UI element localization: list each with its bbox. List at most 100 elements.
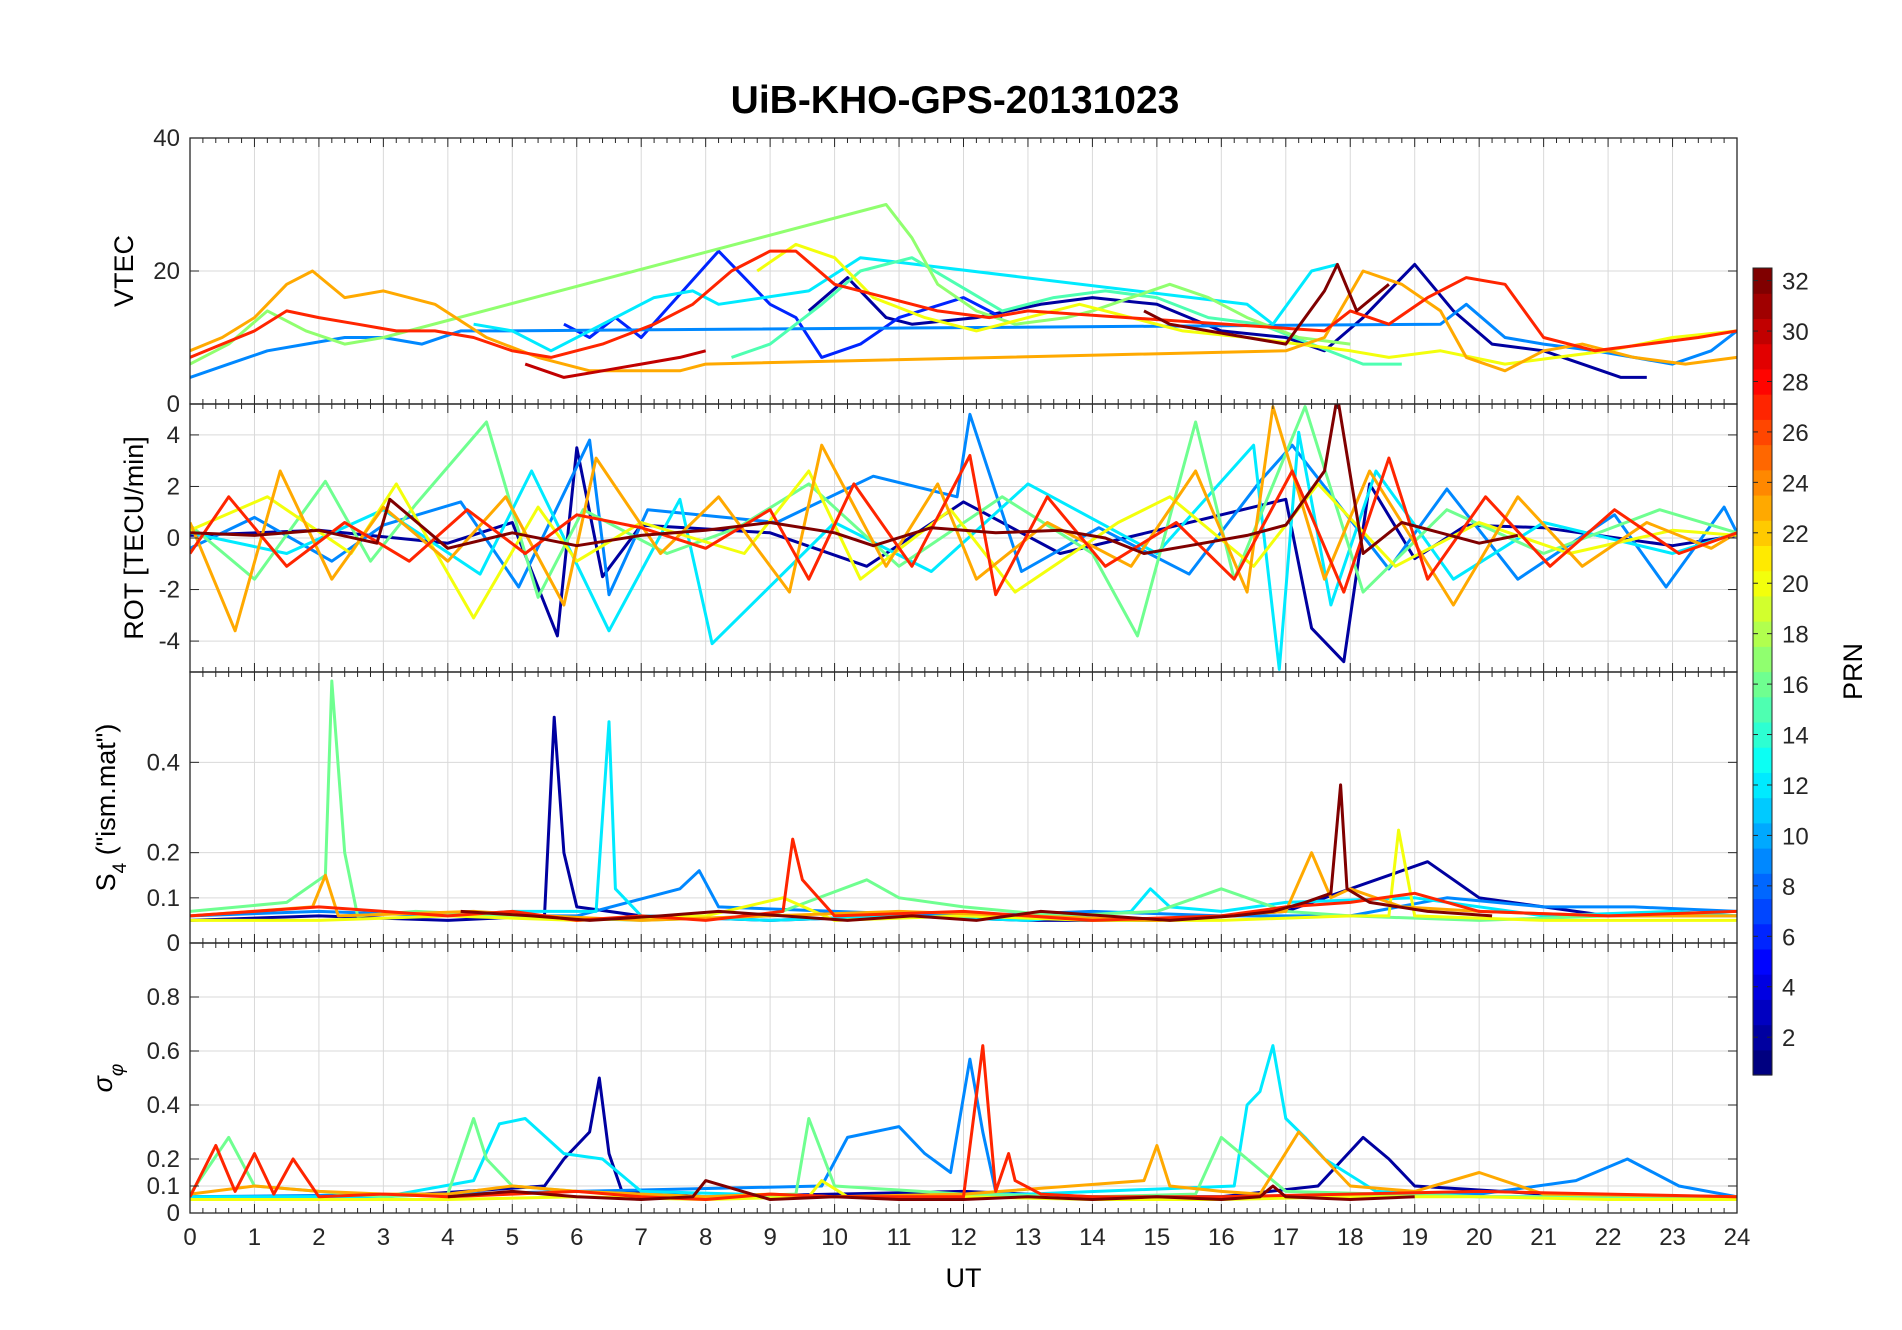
x-tick-label: 20 [1466, 1224, 1493, 1251]
colorbar-segment [1753, 545, 1772, 572]
x-tick-label: 23 [1659, 1224, 1686, 1251]
series-group [190, 1044, 1737, 1201]
colorbar-tick-label: 16 [1782, 672, 1809, 699]
x-tick-label: 12 [950, 1224, 977, 1251]
x-ticks [189, 404, 1738, 672]
colorbar-tick-label: 32 [1782, 269, 1809, 296]
colorbar-tick-label: 14 [1782, 723, 1809, 750]
x-tick-label: 2 [312, 1224, 325, 1251]
gridlines [190, 404, 1737, 672]
series-group [190, 404, 1737, 671]
series-prn-9 [190, 412, 1737, 597]
colorbar-segment [1753, 747, 1772, 773]
y-tick-label: 0.4 [147, 1092, 180, 1119]
colorbar-tick-label: 22 [1782, 521, 1809, 548]
y-tick-label: 4 [167, 422, 180, 449]
colorbar-segment [1753, 268, 1772, 294]
series-prn-32 [447, 1179, 1415, 1201]
panel-vtec: 0 20 40 VTEC [109, 125, 1738, 418]
colorbar-segment [1753, 999, 1772, 1026]
colorbar-tick-label: 26 [1782, 420, 1809, 447]
x-tick-label: 0 [183, 1224, 196, 1251]
colorbar-segment [1753, 394, 1772, 420]
x-tick-label: 7 [635, 1224, 648, 1251]
x-tick-label: 5 [506, 1224, 519, 1251]
colorbar-segment [1753, 974, 1772, 1000]
x-ticks [189, 943, 1738, 1213]
colorbar-segment [1753, 343, 1772, 370]
colorbar-segment [1753, 696, 1772, 723]
colorbar-tick-label: 10 [1782, 823, 1809, 850]
y-tick-label: 0.8 [147, 984, 180, 1011]
x-tick-label: 1 [248, 1224, 261, 1251]
y-tick-label: 0.1 [147, 1173, 180, 1200]
colorbar-segment [1753, 923, 1772, 950]
x-tick-label: 13 [1015, 1224, 1042, 1251]
colorbar-segment [1753, 822, 1772, 849]
x-tick-label: 6 [570, 1224, 583, 1251]
series-prn-27 [190, 249, 1737, 359]
colorbar-segment [1753, 797, 1772, 824]
colorbar-segment [1753, 948, 1772, 975]
colorbar-segment [1753, 646, 1772, 673]
x-tick-label: 9 [763, 1224, 776, 1251]
colorbar-segment [1753, 848, 1772, 874]
x-tick-label: 4 [441, 1224, 454, 1251]
colorbar-segment [1753, 898, 1772, 925]
series-prn-32 [1143, 262, 1390, 346]
series-prn-2 [190, 1076, 1737, 1199]
x-tick-label: 17 [1272, 1224, 1299, 1251]
series-prn-27 [190, 837, 1737, 922]
y-tick-label: 0 [167, 391, 180, 418]
colorbar-segment [1753, 520, 1772, 547]
series-group [190, 679, 1737, 922]
colorbar-tick-label: 24 [1782, 470, 1809, 497]
colorbar-tick-label: 18 [1782, 622, 1809, 649]
series-prn-23 [190, 405, 1737, 633]
x-ticks [189, 138, 1738, 404]
y-axis-label: ROT [TECU/min] [119, 436, 149, 640]
series-prn-30 [524, 349, 707, 379]
x-axis-label: UT [946, 1263, 982, 1293]
colorbar-segment [1753, 318, 1772, 345]
colorbar-tick-label: 4 [1782, 975, 1795, 1002]
series-group [190, 203, 1737, 379]
x-tick-label: 11 [887, 1224, 912, 1251]
colorbar-segment [1753, 469, 1772, 496]
x-tick-label: 19 [1401, 1224, 1428, 1251]
x-tick-label: 3 [377, 1224, 390, 1251]
colorbar-tick-label: 2 [1782, 1025, 1795, 1052]
colorbar-tick-label: 30 [1782, 319, 1809, 346]
y-tick-label: 0.1 [147, 885, 180, 912]
series-prn-12 [190, 430, 1737, 671]
colorbar-segment [1753, 293, 1772, 320]
colorbar-tick-label: 8 [1782, 874, 1795, 901]
y-axis-label: S4 ("ism.mat") [91, 724, 131, 892]
y-tick-label: 0 [167, 525, 180, 552]
colorbar-segment [1753, 1049, 1772, 1076]
y-tick-label: 0.4 [147, 749, 180, 776]
colorbar-segment [1753, 873, 1772, 900]
colorbar-segment [1753, 444, 1772, 471]
y-tick-label: 20 [153, 258, 180, 285]
colorbar-segment [1753, 595, 1772, 622]
series-prn-9 [190, 1057, 1737, 1199]
colorbar-tick-label: 6 [1782, 924, 1795, 951]
y-tick-label: 40 [153, 125, 180, 152]
x-tick-label: 10 [821, 1224, 848, 1251]
gridlines [190, 672, 1737, 943]
series-prn-27 [190, 454, 1737, 597]
colorbar-segment [1753, 621, 1772, 647]
y-tick-label: -4 [159, 628, 180, 655]
x-tick-label: 14 [1079, 1224, 1106, 1251]
panel-s4: 0 0.1 0.2 0.4 S4 ("ism.mat") [91, 671, 1738, 957]
series-prn-15 [731, 256, 1402, 366]
gridlines [190, 138, 1737, 404]
y-tick-label: 0 [167, 930, 180, 957]
colorbar-segment [1753, 1024, 1772, 1051]
colorbar-segment [1753, 419, 1772, 446]
series-prn-12 [473, 256, 1338, 353]
colorbar-segment [1753, 721, 1772, 748]
